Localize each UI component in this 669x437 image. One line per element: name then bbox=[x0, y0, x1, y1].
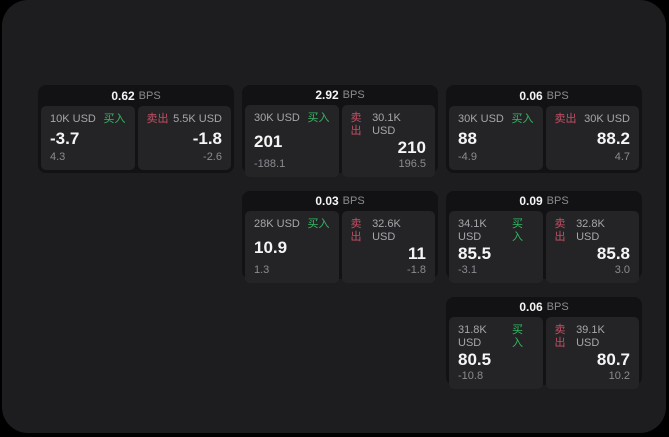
quote-card: 0.06 BPS 30K USD 买入 88 -4.9 卖出 30K USD 8… bbox=[446, 85, 642, 173]
sell-delta: 4.7 bbox=[614, 151, 630, 163]
sell-tile[interactable]: 卖出 32.8K USD 85.8 3.0 bbox=[545, 211, 639, 283]
sell-price: -1.8 bbox=[192, 128, 222, 148]
buy-price: -3.7 bbox=[50, 128, 80, 148]
sell-price: 80.7 bbox=[596, 350, 630, 369]
buy-price: 10.9 bbox=[254, 237, 288, 257]
bps-unit-label: BPS bbox=[546, 195, 569, 207]
sell-notional: 30.1K USD bbox=[372, 112, 401, 137]
sell-side-label: 卖出 bbox=[554, 324, 566, 349]
buy-notional: 34.1K USD bbox=[458, 218, 487, 243]
sell-tile[interactable]: 卖出 30K USD 88.2 4.7 bbox=[545, 106, 639, 170]
buy-delta: -3.1 bbox=[458, 264, 477, 276]
sell-notional: 5.5K USD bbox=[173, 113, 222, 125]
sell-delta: -2.6 bbox=[203, 151, 222, 163]
quote-card-grid: 0.62 BPS 10K USD 买入 -3.7 4.3 卖出 5.5K USD… bbox=[38, 85, 642, 389]
sell-side-label: 卖出 bbox=[554, 218, 566, 243]
buy-delta: -188.1 bbox=[254, 158, 286, 170]
spread-value: 0.06 bbox=[519, 300, 543, 314]
spread-value: 2.92 bbox=[315, 88, 339, 102]
sell-side-label: 卖出 bbox=[350, 218, 362, 243]
sell-tile[interactable]: 卖出 32.6K USD 11 -1.8 bbox=[341, 211, 435, 283]
bps-unit-label: BPS bbox=[342, 89, 365, 101]
buy-delta: -10.8 bbox=[458, 370, 484, 382]
buy-notional: 31.8K USD bbox=[458, 324, 487, 349]
sell-tile[interactable]: 卖出 39.1K USD 80.7 10.2 bbox=[545, 317, 639, 389]
sell-price: 85.8 bbox=[596, 244, 630, 263]
buy-side-label: 买入 bbox=[511, 113, 534, 125]
buy-tile[interactable]: 10K USD 买入 -3.7 4.3 bbox=[41, 106, 135, 170]
sell-side-label: 卖出 bbox=[554, 113, 577, 125]
bps-unit-label: BPS bbox=[546, 301, 569, 313]
buy-tile[interactable]: 34.1K USD 买入 85.5 -3.1 bbox=[449, 211, 543, 283]
spread-header: 0.03 BPS bbox=[242, 191, 438, 208]
buy-notional: 30K USD bbox=[458, 113, 504, 125]
bps-unit-label: BPS bbox=[546, 89, 569, 102]
quote-card: 0.06 BPS 31.8K USD 买入 80.5 -10.8 卖出 39.1… bbox=[446, 297, 642, 389]
sell-tile[interactable]: 卖出 30.1K USD 210 196.5 bbox=[341, 105, 435, 177]
quote-card: 0.03 BPS 28K USD 买入 10.9 1.3 卖出 32.6K US… bbox=[242, 191, 438, 283]
buy-side-label: 买入 bbox=[511, 218, 523, 243]
quote-card: 2.92 BPS 30K USD 买入 201 -188.1 卖出 30.1K … bbox=[242, 85, 438, 177]
buy-side-label: 买入 bbox=[103, 113, 126, 125]
sell-notional: 32.8K USD bbox=[576, 218, 605, 243]
sell-delta: -1.8 bbox=[407, 264, 426, 276]
sell-price: 88.2 bbox=[596, 128, 630, 148]
buy-delta: 1.3 bbox=[254, 264, 270, 276]
sell-side-label: 卖出 bbox=[350, 112, 362, 137]
buy-notional: 10K USD bbox=[50, 113, 96, 125]
sell-delta: 10.2 bbox=[608, 370, 630, 382]
sell-delta: 196.5 bbox=[398, 158, 426, 170]
buy-tile[interactable]: 31.8K USD 买入 80.5 -10.8 bbox=[449, 317, 543, 389]
spread-header: 0.09 BPS bbox=[446, 191, 642, 208]
spread-value: 0.03 bbox=[315, 194, 339, 208]
spread-value: 0.06 bbox=[519, 88, 543, 103]
spread-value: 0.62 bbox=[111, 88, 135, 103]
buy-price: 88 bbox=[458, 128, 477, 148]
buy-notional: 30K USD bbox=[254, 112, 300, 124]
spread-header: 2.92 BPS bbox=[242, 85, 438, 102]
buy-price: 80.5 bbox=[458, 350, 492, 369]
buy-price: 85.5 bbox=[458, 244, 492, 263]
sell-notional: 30K USD bbox=[584, 113, 630, 125]
spread-header: 0.06 BPS bbox=[446, 85, 642, 103]
spread-header: 0.62 BPS bbox=[38, 85, 234, 103]
quote-card: 0.09 BPS 34.1K USD 买入 85.5 -3.1 卖出 32.8K… bbox=[446, 191, 642, 283]
sell-tile[interactable]: 卖出 5.5K USD -1.8 -2.6 bbox=[137, 106, 231, 170]
bps-unit-label: BPS bbox=[138, 89, 161, 102]
spread-value: 0.09 bbox=[519, 194, 543, 208]
buy-delta: 4.3 bbox=[50, 151, 66, 163]
buy-price: 201 bbox=[254, 131, 283, 151]
spread-header: 0.06 BPS bbox=[446, 297, 642, 314]
sell-side-label: 卖出 bbox=[146, 113, 169, 125]
quote-card: 0.62 BPS 10K USD 买入 -3.7 4.3 卖出 5.5K USD… bbox=[38, 85, 234, 173]
buy-side-label: 买入 bbox=[307, 218, 330, 230]
buy-tile[interactable]: 30K USD 买入 201 -188.1 bbox=[245, 105, 339, 177]
buy-notional: 28K USD bbox=[254, 218, 300, 230]
sell-notional: 32.6K USD bbox=[372, 218, 401, 243]
sell-price: 11 bbox=[408, 244, 426, 263]
buy-side-label: 买入 bbox=[511, 324, 523, 349]
buy-delta: -4.9 bbox=[458, 151, 477, 163]
buy-side-label: 买入 bbox=[307, 112, 330, 124]
sell-delta: 3.0 bbox=[614, 264, 630, 276]
sell-notional: 39.1K USD bbox=[576, 324, 605, 349]
sell-price: 210 bbox=[397, 138, 426, 157]
buy-tile[interactable]: 30K USD 买入 88 -4.9 bbox=[449, 106, 543, 170]
bps-unit-label: BPS bbox=[342, 195, 365, 207]
buy-tile[interactable]: 28K USD 买入 10.9 1.3 bbox=[245, 211, 339, 283]
